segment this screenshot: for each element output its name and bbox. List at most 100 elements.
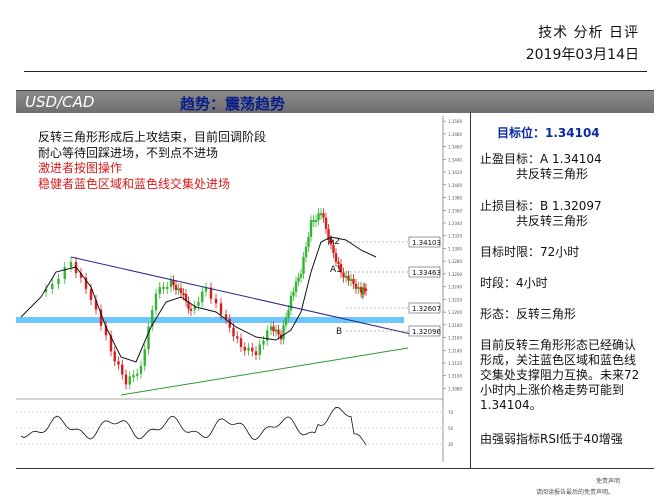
triangle-support-line [120, 347, 409, 396]
y-tick-label: 1.3320 [448, 234, 462, 239]
y-tick-label: 1.3480 [448, 132, 462, 137]
candle-body [69, 262, 73, 268]
annotation-label: B [336, 327, 342, 337]
level-label: 1.33463 [412, 269, 441, 277]
y-tick-label: 1.3280 [448, 259, 462, 264]
rsi-note: 由强弱指标RSI低于40增强 [480, 432, 623, 446]
candle-body [117, 361, 120, 365]
note-line-3: 激进者按图操作 [38, 161, 123, 175]
candle-body [297, 277, 300, 282]
level-label: 1.34103 [412, 239, 441, 247]
candle-body [344, 275, 348, 278]
candle-body [172, 280, 175, 286]
candle-body [89, 288, 93, 300]
candle-body [121, 364, 124, 375]
desc-line-1: 目前反转三角形形态已经确认 [480, 338, 637, 352]
level-box [408, 325, 441, 337]
y-tick-label: 1.3220 [448, 297, 462, 302]
candle-body [169, 280, 173, 287]
candle-body [304, 247, 308, 258]
candle-body [337, 261, 340, 264]
candle-body [79, 273, 83, 278]
candle-body [349, 279, 353, 281]
triangle-top-line [70, 256, 412, 335]
candle-body [307, 236, 310, 247]
candle-body [299, 273, 303, 278]
y-tick-label: 1.3100 [448, 374, 462, 379]
y-tick-label: 1.3140 [448, 348, 462, 353]
candle-body [147, 326, 150, 350]
y-tick-label: 1.3240 [448, 285, 462, 290]
y-tick-label: 1.3080 [448, 386, 462, 391]
candle-body [139, 365, 143, 374]
support-zone [16, 317, 404, 323]
y-tick-label: 1.3380 [448, 196, 462, 201]
candle-body [332, 244, 335, 254]
candle-body [266, 330, 269, 341]
candle-body [292, 291, 295, 296]
candle-body [128, 376, 131, 385]
candle-body [232, 327, 235, 337]
candle-body [104, 325, 108, 336]
candle-body [319, 213, 323, 216]
annotation-label: A2 [328, 237, 340, 247]
analysis-notes: 反转三角形形成后上攻结束，目前回调阶段 耐心等待回踩进场，不到点不进场 激进者按… [38, 130, 266, 192]
candle-body [113, 351, 116, 362]
candle-body [143, 349, 146, 366]
y-tick-label: 1.3200 [448, 310, 462, 315]
price-chart: 1.3500 1.3480 1.3460 1.3440 1.3420 1.3400 1.33… [16, 112, 468, 468]
candle-body [228, 319, 231, 328]
level-box [408, 302, 441, 314]
candle-body [274, 329, 278, 332]
candle-body [224, 314, 228, 319]
candle-body [317, 213, 320, 220]
candle-body [269, 326, 273, 331]
candle-body [289, 295, 293, 310]
y-tick-label: 1.3400 [448, 183, 462, 188]
bottom-divider [16, 468, 654, 469]
level-box [408, 236, 441, 248]
candle-body [347, 275, 350, 281]
candle-body [302, 257, 305, 274]
report-title: 技术 分析 日评 [538, 25, 639, 41]
candle-body [312, 220, 315, 223]
candle-body [243, 347, 246, 351]
candle-body [327, 228, 330, 241]
candle-body [94, 300, 98, 310]
take-profit: 止盈目标：A 1.34104 [480, 152, 602, 166]
candle-body [322, 213, 325, 218]
y-tick-label: 1.3120 [448, 361, 462, 366]
rsi-line [20, 406, 367, 446]
rsi-tick-label: 30 [448, 442, 454, 447]
candle-body [339, 263, 343, 273]
y-tick-label: 1.3180 [448, 323, 462, 328]
candle-body [309, 220, 313, 237]
rsi-tick-label: 50 [448, 426, 454, 431]
candle-body [361, 292, 364, 294]
timeframe: 时段：4小时 [480, 276, 548, 290]
candle-body [44, 289, 48, 292]
candle-body [334, 253, 338, 262]
candle-body [201, 291, 204, 302]
candle-body [174, 285, 178, 290]
candle-body [184, 294, 188, 302]
candle-body [284, 317, 288, 326]
candle-body [182, 293, 185, 296]
candle-body [357, 287, 360, 290]
y-tick-label: 1.3500 [448, 119, 462, 124]
candle-body [154, 293, 158, 311]
stop-loss: 止损目标：B 1.32097 [480, 199, 602, 213]
annotation-label: A1 [330, 265, 342, 275]
note-line-4: 稳健者蓝色区域和蓝色线交集处进场 [38, 176, 231, 191]
candle-body [354, 283, 358, 289]
candle-body [239, 338, 243, 347]
candle-body [204, 287, 208, 292]
candle-body [258, 344, 261, 355]
candle-body [324, 217, 328, 229]
note-line-1: 反转三角形形成后上攻结束，目前回调阶段 [38, 130, 267, 144]
candle-body [287, 310, 290, 318]
candle-body [109, 335, 113, 352]
y-tick-label: 1.3360 [448, 208, 462, 213]
pattern: 形态：反转三角形 [480, 307, 577, 321]
level-box [408, 266, 441, 278]
